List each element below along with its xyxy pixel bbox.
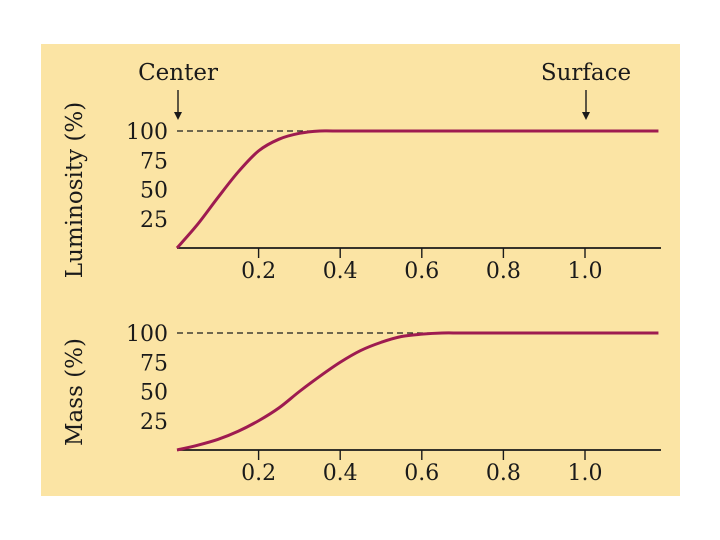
x-tick-label: 1.0 — [568, 461, 603, 486]
x-tick-label: 0.2 — [241, 461, 276, 486]
y-tick-label: 25 — [140, 410, 168, 435]
luminosity-chart: 0.2 0.4 0.6 0.8 1.0 25 50 75 100 Luminosity (%) — [62, 102, 661, 284]
center-arrow-head — [174, 112, 182, 120]
center-annotation: Center — [138, 60, 218, 86]
series-line-luminosity — [175, 129, 659, 249]
series-line-mass — [176, 331, 659, 452]
y-tick-label: 50 — [140, 179, 168, 204]
x-tick-label: 0.6 — [404, 461, 439, 486]
figure-background — [41, 44, 680, 496]
x-tick-label: 1.0 — [568, 259, 603, 284]
y-tick-label: 100 — [126, 322, 168, 347]
y-axis-label: Luminosity (%) — [62, 102, 88, 278]
surface-annotation: Surface — [541, 60, 631, 86]
x-tick-label: 0.8 — [486, 259, 521, 284]
x-tick-label: 0.8 — [486, 461, 521, 486]
mass-chart: 0.2 0.4 0.6 0.8 1.0 25 50 75 100 Mass (%) — [62, 322, 661, 486]
y-tick-label: 75 — [140, 149, 168, 174]
x-tick-label: 0.4 — [323, 259, 358, 284]
x-tick-label: 0.2 — [241, 259, 276, 284]
x-tick-label: 0.6 — [404, 259, 439, 284]
x-tick-label: 0.4 — [323, 461, 358, 486]
y-axis-label: Mass (%) — [62, 338, 88, 446]
surface-arrow-head — [582, 112, 590, 120]
y-tick-label: 75 — [140, 351, 168, 376]
annotation-arrows — [174, 90, 590, 120]
y-tick-label: 50 — [140, 381, 168, 406]
y-tick-label: 25 — [140, 208, 168, 233]
y-tick-label: 100 — [126, 120, 168, 145]
